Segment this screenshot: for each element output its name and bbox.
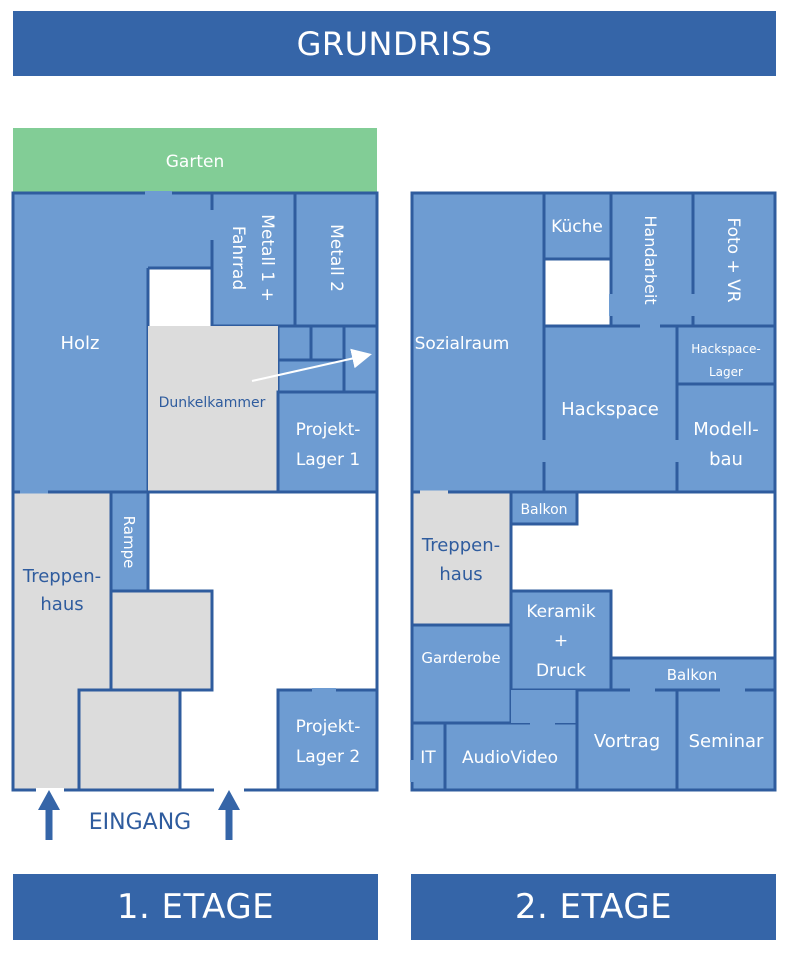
floor-2-outline	[410, 191, 777, 792]
label-balkon-top: Balkon	[520, 502, 567, 518]
entrance-arrow-right	[218, 790, 240, 840]
label-eingang: EINGANG	[89, 810, 191, 835]
label-projektlager-1-line1: Projekt-	[296, 420, 361, 440]
floor-1-banner: 1. ETAGE	[13, 874, 378, 940]
floor-2-banner: 2. ETAGE	[411, 874, 776, 940]
label-keramik-line3: Druck	[536, 661, 586, 681]
label-metall-1-line1: Metall 1 +	[257, 214, 277, 302]
page-title: GRUNDRISS	[296, 24, 493, 63]
floor-2-label: 2. ETAGE	[514, 887, 673, 927]
entrance-arrow-left	[38, 790, 60, 840]
label-treppenhaus-2-line1: Treppen-	[421, 535, 500, 556]
room-projektlager-2	[276, 688, 379, 792]
room-balkon-top	[509, 490, 579, 526]
room-foto-vr	[691, 191, 777, 328]
room-hackspace	[542, 324, 679, 494]
room-vortrag	[575, 688, 679, 792]
label-dunkelkammer: Dunkelkammer	[159, 395, 266, 411]
room-sozialraum	[410, 191, 546, 494]
room-kueche-hole	[542, 257, 613, 328]
room-dunkelkammer	[148, 326, 278, 492]
label-balkon-right: Balkon	[667, 666, 718, 684]
label-treppenhaus-1-line2: haus	[40, 594, 83, 615]
room-garten	[13, 128, 377, 192]
label-seminar: Seminar	[689, 731, 764, 752]
label-hackspace-lager-line1: Hackspace-	[691, 342, 760, 356]
label-rampe: Rampe	[120, 516, 138, 569]
room-small-a	[276, 324, 313, 362]
label-keramik-line2: +	[554, 631, 568, 651]
room-small-d	[276, 358, 346, 394]
label-foto-vr: Foto + VR	[723, 217, 743, 302]
label-hackspace-lager-line2: Lager	[709, 365, 743, 379]
label-modellbau-line2: bau	[709, 449, 743, 470]
room-garderobe	[410, 623, 513, 725]
label-metall-1-line2: Fahrrad	[228, 226, 248, 290]
label-keramik-line1: Keramik	[526, 602, 595, 622]
room-modellbau	[675, 382, 777, 494]
room-holz-top	[13, 193, 213, 268]
room-treppenhaus-2	[410, 490, 513, 627]
label-treppenhaus-2-line2: haus	[439, 564, 482, 585]
label-audiovideo: AudioVideo	[462, 748, 558, 768]
label-garten: Garten	[166, 152, 224, 172]
label-holz: Holz	[61, 333, 100, 354]
stair-block-1	[109, 589, 214, 692]
label-hackspace: Hackspace	[561, 399, 659, 420]
label-garderobe: Garderobe	[421, 649, 500, 667]
label-vortrag: Vortrag	[594, 731, 660, 752]
stair-block-2	[77, 688, 182, 792]
label-projektlager-2-line2: Lager 2	[296, 747, 360, 767]
label-handarbeit: Handarbeit	[641, 215, 660, 304]
label-it: IT	[420, 748, 436, 768]
dunkelkammer-arrow	[251, 348, 372, 382]
label-metall-2: Metall 2	[326, 224, 346, 292]
label-sozialraum: Sozialraum	[415, 334, 510, 354]
room-small-b	[309, 324, 346, 362]
room-metall-2	[293, 191, 379, 328]
room-projektlager-1	[276, 390, 379, 494]
label-kueche: Küche	[551, 217, 603, 237]
title-banner: GRUNDRISS	[13, 11, 776, 76]
floor-2-plan: Sozialraum Küche Handarbeit Foto + VR Ha…	[410, 191, 777, 792]
label-treppenhaus-1-line1: Treppen-	[22, 566, 101, 587]
label-projektlager-1-line2: Lager 1	[296, 450, 360, 470]
label-modellbau-line1: Modell-	[693, 419, 759, 440]
floor-1-plan: Garten Holz Metall 1 + Fahrrad Metall 2 …	[11, 128, 379, 840]
room-kueche	[542, 191, 613, 261]
label-projektlager-2-line1: Projekt-	[296, 717, 361, 737]
floor-1-label: 1. ETAGE	[116, 887, 275, 927]
room-metall-1	[210, 191, 297, 328]
